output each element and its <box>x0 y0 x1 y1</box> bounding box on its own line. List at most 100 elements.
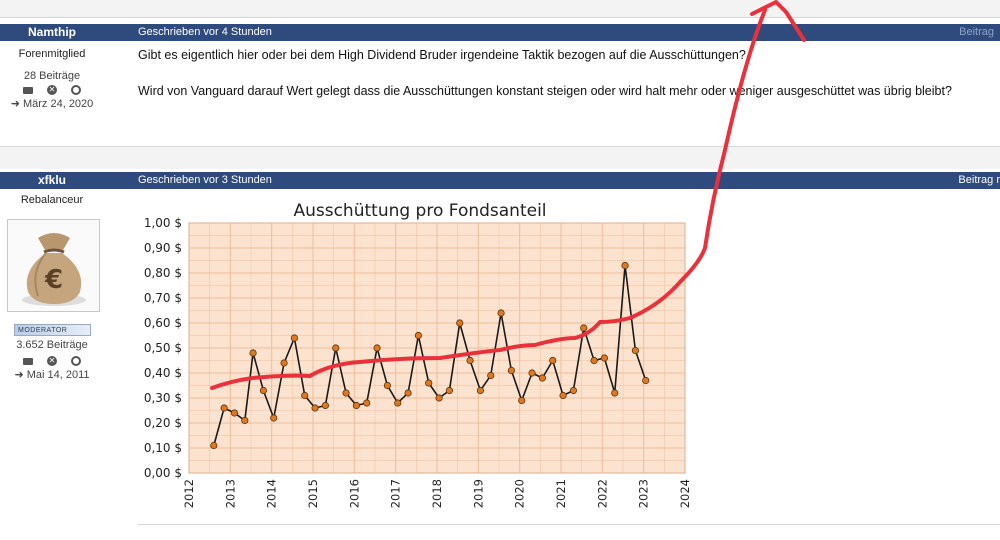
x-tick-label: 2019 <box>471 479 485 508</box>
data-point <box>383 381 391 390</box>
post-text-line: Wird von Vanguard darauf Wert gelegt das… <box>138 84 952 98</box>
x-tick-label: 2016 <box>347 479 361 508</box>
data-point <box>394 399 402 407</box>
data-point <box>569 386 577 395</box>
block-icon[interactable]: ✕ <box>47 356 57 366</box>
y-tick-label: 0,60 $ <box>144 316 182 330</box>
x-tick-label: 2017 <box>389 479 403 508</box>
user-rank: Rebalanceur <box>20 194 84 206</box>
data-point <box>352 401 360 410</box>
envelope-icon[interactable] <box>23 358 33 365</box>
data-point <box>528 369 536 377</box>
data-point <box>600 354 608 362</box>
money-bag-icon: € <box>22 233 86 306</box>
data-point <box>241 416 249 425</box>
data-point <box>456 319 464 327</box>
data-point <box>342 389 350 397</box>
y-tick-label: 0,70 $ <box>144 291 182 305</box>
data-point <box>497 309 505 317</box>
join-date: ➜ Mai 14, 2011 <box>0 368 104 381</box>
x-tick-label: 2014 <box>265 479 279 508</box>
data-point <box>642 376 650 385</box>
join-date-text: Mai 14, 2011 <box>26 369 90 381</box>
data-point <box>404 389 412 397</box>
post-text-line: Gibt es eigentlich hier oder bei dem Hig… <box>138 48 746 62</box>
data-point <box>373 344 381 352</box>
data-point <box>363 399 371 407</box>
data-point <box>445 386 453 395</box>
data-point <box>466 356 474 365</box>
post-author-link[interactable]: xfklu <box>37 173 66 187</box>
data-point <box>249 349 257 357</box>
x-tick-label: 2020 <box>513 479 527 508</box>
x-tick-label: 2023 <box>637 479 651 508</box>
previous-post-footer <box>0 0 1000 18</box>
x-tick-label: 2021 <box>554 479 568 508</box>
data-point <box>507 366 515 375</box>
svg-text:€: € <box>44 265 63 295</box>
data-point <box>476 386 484 395</box>
moderator-badge: MODERATOR <box>14 324 91 336</box>
data-point <box>321 401 329 410</box>
sign-in-icon: ➜ <box>14 369 24 381</box>
data-point <box>259 386 268 395</box>
post-timestamp[interactable]: Geschrieben vor 4 Stunden <box>138 26 272 38</box>
data-point <box>435 394 443 402</box>
y-tick-label: 0,10 $ <box>144 441 182 455</box>
post-author-link[interactable]: Namthip <box>28 25 76 39</box>
post-separator <box>0 146 1000 169</box>
x-tick-label: 2022 <box>595 479 609 508</box>
post-count[interactable]: 3.652 Beiträge <box>16 339 88 351</box>
post-author-panel: Rebalanceur <box>0 190 104 206</box>
data-point <box>621 261 629 270</box>
join-date-text: März 24, 2020 <box>22 98 94 110</box>
sign-in-icon: ➜ <box>10 98 20 110</box>
y-tick-label: 0,20 $ <box>144 416 182 430</box>
x-tick-label: 2018 <box>430 479 444 508</box>
data-point <box>220 404 228 412</box>
block-icon[interactable]: ✕ <box>47 85 57 95</box>
data-point <box>301 391 309 400</box>
quote-post-button[interactable]: Beitrag r <box>958 174 1000 186</box>
x-tick-label: 2012 <box>182 479 196 508</box>
data-point <box>332 344 340 352</box>
post-header-bar: xfklu Geschrieben vor 3 Stunden Beitrag … <box>0 172 1000 189</box>
data-point <box>549 356 557 365</box>
post-bottom-divider <box>138 524 1000 525</box>
data-point <box>280 359 288 367</box>
y-tick-label: 0,30 $ <box>144 391 182 405</box>
y-tick-label: 1,00 $ <box>144 216 182 230</box>
post-author-stats: 3.652 Beiträge ✕ ➜ Mai 14, 2011 <box>0 339 104 381</box>
data-point <box>270 414 278 422</box>
y-tick-label: 0,50 $ <box>144 341 182 355</box>
post-timestamp[interactable]: Geschrieben vor 3 Stunden <box>138 174 272 186</box>
x-tick-label: 2013 <box>223 479 237 508</box>
y-tick-label: 0,00 $ <box>144 466 182 480</box>
envelope-icon[interactable] <box>23 87 33 94</box>
data-point <box>631 346 639 355</box>
data-point <box>559 391 567 400</box>
data-point <box>487 371 495 380</box>
post-author-panel: Forenmitglied 28 Beiträge ✕ ➜ März 24, 2… <box>0 42 104 110</box>
y-tick-label: 0,80 $ <box>144 266 182 280</box>
data-point <box>290 334 298 342</box>
quote-post-button[interactable]: Beitrag <box>959 26 994 38</box>
data-point <box>425 379 433 387</box>
data-point <box>414 331 422 340</box>
search-icon[interactable] <box>71 85 81 95</box>
avatar[interactable]: € <box>7 219 100 312</box>
distribution-chart: Ausschüttung pro Fondsanteil 0,00 $ 0,10 … <box>144 201 692 508</box>
y-tick-label: 0,90 $ <box>144 241 182 255</box>
data-point <box>518 396 526 405</box>
x-tick-label: 2024 <box>678 479 692 508</box>
data-point <box>230 409 239 417</box>
post-count[interactable]: 28 Beiträge <box>23 70 81 82</box>
data-point <box>580 324 588 332</box>
data-point <box>611 389 619 397</box>
data-point <box>538 374 546 382</box>
data-point <box>590 356 598 365</box>
join-date: ➜ März 24, 2020 <box>0 97 104 110</box>
search-icon[interactable] <box>71 356 81 366</box>
data-point <box>311 404 319 412</box>
y-tick-label: 0,40 $ <box>144 366 182 380</box>
